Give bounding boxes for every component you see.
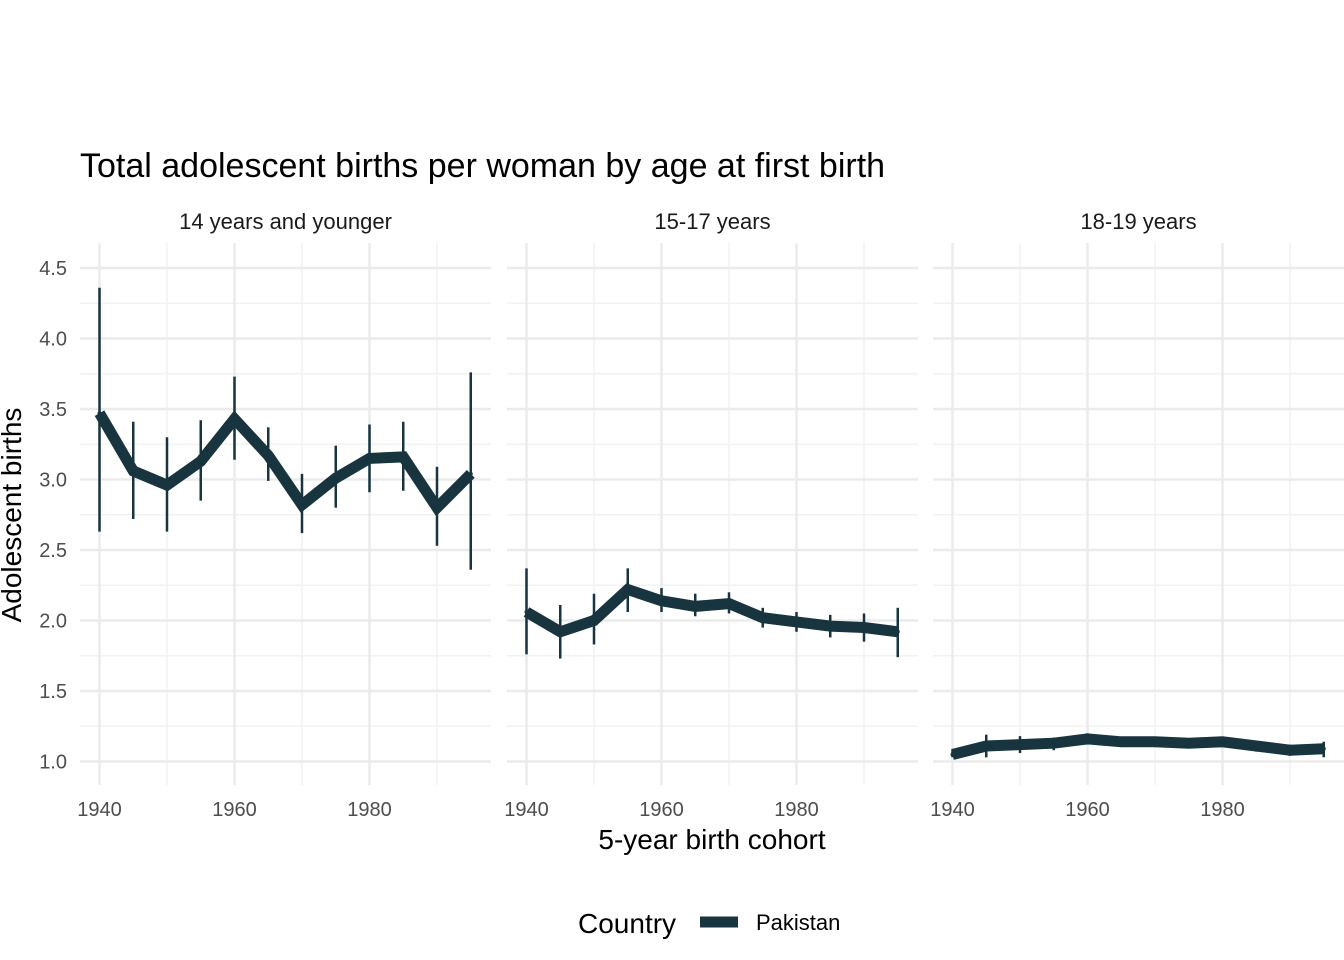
data-point	[1321, 746, 1326, 751]
data-point	[524, 610, 529, 615]
data-point	[828, 624, 833, 629]
y-tick-label: 2.0	[39, 611, 67, 633]
data-point	[165, 483, 169, 488]
data-point	[435, 505, 439, 510]
legend-label-pakistan: Pakistan	[756, 910, 840, 935]
x-tick-label: 1980	[347, 799, 392, 821]
data-point	[895, 629, 900, 634]
data-point	[1186, 741, 1191, 746]
data-point	[592, 618, 596, 623]
data-point	[367, 456, 372, 461]
x-tick-label: 1980	[774, 799, 819, 821]
data-point	[558, 629, 563, 634]
facet-panel-3: 18-19 years 1940 1960 1980	[930, 209, 1344, 821]
y-tick-label: 3.5	[39, 399, 67, 421]
y-tick-label: 2.5	[39, 540, 67, 562]
y-tick-label: 3.0	[39, 470, 67, 492]
x-tick-label: 1940	[504, 799, 549, 821]
data-point	[1085, 736, 1090, 741]
series-line-pakistan	[523, 583, 899, 638]
x-tick-label: 1980	[1200, 799, 1245, 821]
x-tick-label: 1960	[1065, 799, 1110, 821]
data-point	[232, 416, 237, 421]
facet-label: 18-19 years	[1080, 209, 1196, 234]
data-point	[1254, 743, 1259, 748]
data-point	[333, 476, 338, 481]
y-tick-label: 4.5	[39, 258, 67, 280]
y-tick-label: 1.0	[39, 752, 67, 774]
facet-panel-2: 15-17 years 1940 1960 1980	[504, 209, 918, 821]
data-point	[862, 625, 866, 630]
data-point	[693, 604, 698, 609]
data-point	[266, 453, 271, 458]
data-point	[1288, 748, 1292, 753]
x-tick-label: 1940	[930, 799, 975, 821]
data-point	[468, 471, 473, 476]
legend: Country Pakistan	[578, 908, 840, 939]
data-point	[1119, 739, 1124, 744]
data-point	[300, 502, 304, 507]
data-point	[794, 619, 799, 624]
y-tick-label: 1.5	[39, 681, 67, 703]
data-point	[97, 411, 102, 416]
data-point	[659, 598, 664, 603]
data-point	[950, 752, 955, 757]
x-tick-label: 1940	[77, 799, 122, 821]
x-axis-title: 5-year birth cohort	[598, 824, 825, 855]
chart-title: Total adolescent births per woman by age…	[80, 147, 885, 185]
facet-label: 15-17 years	[654, 209, 770, 234]
data-point	[198, 459, 203, 464]
data-point	[760, 615, 765, 620]
series-line-pakistan	[951, 733, 1325, 760]
data-point	[401, 454, 406, 459]
facet-panel-1: 14 years and younger 1940 1960 1980 1.0 1.5 2.…	[39, 209, 491, 821]
data-point	[727, 601, 731, 606]
data-point	[625, 587, 630, 592]
data-point	[1220, 739, 1225, 744]
x-tick-label: 1960	[212, 799, 257, 821]
x-tick-label: 1960	[639, 799, 684, 821]
facet-panels: 14 years and younger 1940 1960 1980 1.0 1.5 2.…	[39, 209, 1344, 821]
y-tick-label: 4.0	[39, 329, 67, 351]
data-point	[1051, 741, 1056, 746]
data-point	[1153, 739, 1157, 744]
y-axis-title: Adolescent births	[0, 408, 27, 623]
data-point	[984, 743, 989, 748]
legend-title: Country	[578, 908, 676, 939]
data-point	[1018, 742, 1022, 747]
facet-label: 14 years and younger	[179, 209, 392, 234]
data-point	[131, 469, 136, 474]
series-line-pakistan	[94, 410, 475, 517]
